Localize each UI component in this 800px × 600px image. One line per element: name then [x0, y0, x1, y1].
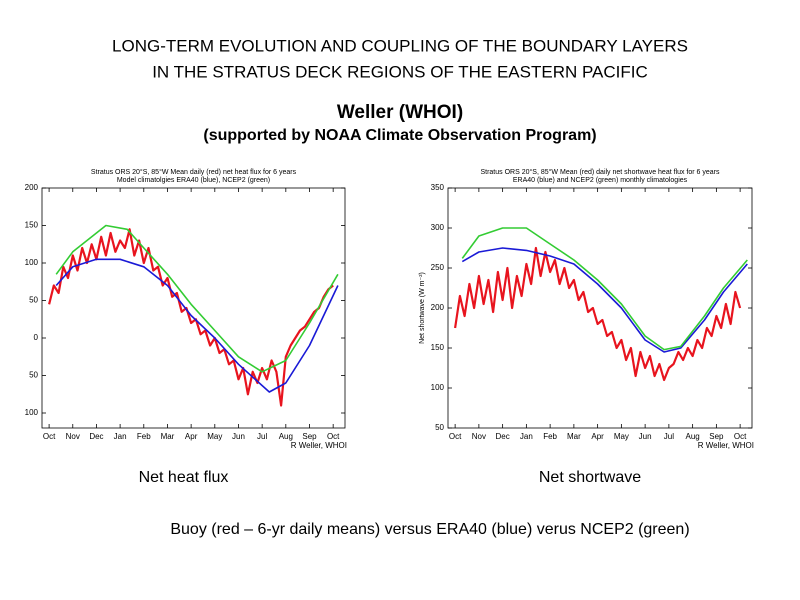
x-tick-label: Jan [520, 432, 533, 441]
chart-subtitle: Model climatolgies ERA40 (blue), NCEP2 (… [117, 177, 270, 184]
x-tick-label: Nov [472, 432, 486, 441]
y-tick-label: 350 [431, 183, 445, 192]
x-tick-label: Jul [664, 432, 674, 441]
x-tick-label: Dec [496, 432, 510, 441]
y-axis-label: Net shortwave (W m⁻²) [419, 272, 426, 344]
caption: Net shortwave [539, 469, 641, 486]
x-tick-label: Oct [449, 432, 462, 441]
x-tick-label: Oct [43, 432, 56, 441]
slide-title: IN THE STRATUS DECK REGIONS OF THE EASTE… [152, 62, 648, 81]
caption: Net heat flux [139, 469, 229, 486]
author: Weller (WHOI) [337, 102, 463, 123]
y-tick-label: 250 [431, 263, 445, 272]
y-tick-label: 0 [34, 333, 39, 342]
x-tick-label: Feb [543, 432, 557, 441]
x-tick-label: Sep [302, 432, 317, 441]
x-tick-label: Mar [567, 432, 581, 441]
x-tick-label: Aug [686, 432, 700, 441]
x-tick-label: Mar [161, 432, 175, 441]
x-tick-label: Nov [66, 432, 80, 441]
x-tick-label: Feb [137, 432, 151, 441]
x-tick-label: Jun [232, 432, 245, 441]
x-tick-label: May [614, 432, 629, 441]
y-tick-label: 100 [25, 408, 39, 417]
series-line [461, 247, 748, 353]
x-tick-label: Jan [114, 432, 127, 441]
x-tick-label: Sep [709, 432, 724, 441]
series-line [55, 224, 339, 373]
series-line [55, 258, 339, 393]
x-tick-label: Oct [734, 432, 747, 441]
slide-title: LONG-TERM EVOLUTION AND COUPLING OF THE … [112, 36, 688, 55]
credit: R Weller, WHOI [698, 441, 754, 450]
series-line [461, 227, 748, 351]
y-tick-label: 100 [431, 383, 445, 392]
credit: R Weller, WHOI [291, 441, 347, 450]
x-tick-label: Jun [639, 432, 652, 441]
footer: Buoy (red – 6-yr daily means) versus ERA… [170, 521, 689, 538]
plot-area [447, 187, 753, 429]
x-tick-label: Aug [279, 432, 293, 441]
y-tick-label: 200 [431, 303, 445, 312]
chart-subtitle: ERA40 (blue) and NCEP2 (green) monthly c… [513, 177, 688, 184]
chart-title: Stratus ORS 20°S, 85°W Mean (red) daily … [480, 168, 720, 176]
series-line [454, 246, 742, 382]
chart-title: Stratus ORS 20°S, 85°W Mean daily (red) … [91, 168, 297, 176]
y-tick-label: 100 [25, 258, 39, 267]
x-tick-label: Jul [257, 432, 267, 441]
x-tick-label: Apr [591, 432, 604, 441]
y-tick-label: 300 [431, 223, 445, 232]
y-tick-label: 150 [25, 221, 39, 230]
y-tick-label: 50 [435, 423, 444, 432]
y-tick-label: 50 [29, 371, 38, 380]
y-tick-label: 200 [25, 183, 39, 192]
y-tick-label: 50 [29, 296, 38, 305]
y-tick-label: 150 [431, 343, 445, 352]
x-tick-label: Apr [185, 432, 198, 441]
x-tick-label: Dec [89, 432, 103, 441]
support: (supported by NOAA Climate Observation P… [203, 127, 596, 144]
x-tick-label: May [207, 432, 222, 441]
x-tick-label: Oct [327, 432, 340, 441]
